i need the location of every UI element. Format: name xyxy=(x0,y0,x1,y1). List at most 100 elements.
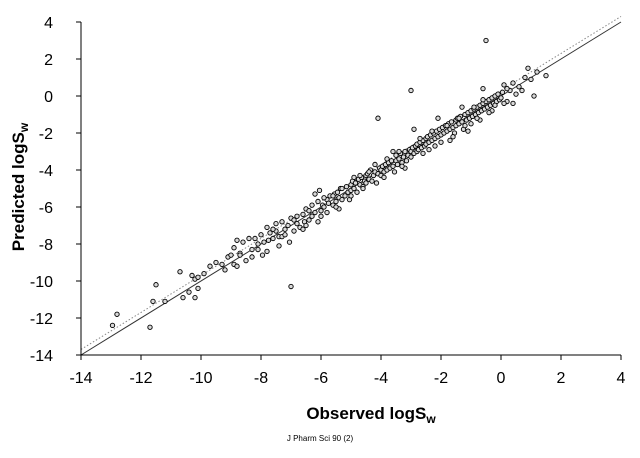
data-point xyxy=(531,93,537,99)
data-point xyxy=(510,80,516,86)
data-point xyxy=(240,239,246,245)
data-point xyxy=(249,254,255,260)
data-point xyxy=(246,235,252,242)
data-point xyxy=(396,148,402,155)
y-tick-label: -14 xyxy=(30,348,53,365)
data-point xyxy=(300,226,306,232)
data-point xyxy=(150,298,156,304)
data-point xyxy=(270,235,276,242)
data-point xyxy=(213,259,219,266)
data-point xyxy=(501,100,507,107)
data-point xyxy=(504,85,510,92)
data-point xyxy=(528,76,534,83)
x-tick-label: -10 xyxy=(189,370,212,387)
y-tick-label: -10 xyxy=(30,274,53,291)
x-tick-label: -2 xyxy=(434,370,448,387)
data-point xyxy=(352,180,359,186)
data-point xyxy=(465,128,471,134)
data-point xyxy=(354,189,360,195)
data-point xyxy=(403,158,410,164)
data-point xyxy=(273,220,279,227)
data-point xyxy=(309,202,315,208)
data-point xyxy=(195,285,201,292)
data-point xyxy=(207,263,213,269)
data-point xyxy=(264,248,270,255)
data-point xyxy=(195,274,201,280)
data-point xyxy=(499,89,506,95)
data-point xyxy=(334,189,341,195)
data-point xyxy=(189,272,195,279)
data-point xyxy=(402,148,408,155)
x-tick-label: -6 xyxy=(314,370,328,387)
data-point xyxy=(462,122,468,129)
data-point xyxy=(363,180,369,186)
data-point xyxy=(321,195,327,201)
data-point xyxy=(255,246,261,253)
data-point xyxy=(252,235,258,242)
data-point xyxy=(325,200,332,206)
data-point xyxy=(237,252,243,258)
data-point xyxy=(333,198,339,205)
fit-line-dotted xyxy=(80,16,622,350)
data-point xyxy=(357,172,363,179)
data-point xyxy=(300,211,306,218)
data-point xyxy=(391,169,398,175)
data-point xyxy=(525,65,531,71)
data-point xyxy=(372,161,378,168)
data-point xyxy=(291,228,297,234)
data-point xyxy=(265,237,272,243)
y-tick-label: 4 xyxy=(44,15,53,32)
data-point xyxy=(282,226,288,232)
data-point xyxy=(456,115,462,121)
data-point xyxy=(388,158,395,164)
data-point xyxy=(201,270,207,277)
data-points xyxy=(109,37,549,330)
data-point xyxy=(381,174,387,181)
data-point xyxy=(447,137,453,144)
data-point xyxy=(366,169,372,175)
data-point xyxy=(373,180,380,186)
data-point xyxy=(321,204,327,210)
data-point xyxy=(109,322,116,329)
data-point xyxy=(312,209,318,216)
data-point xyxy=(309,213,315,219)
data-point xyxy=(390,163,396,169)
data-point xyxy=(468,121,474,127)
data-point xyxy=(351,185,357,192)
data-point xyxy=(492,102,498,108)
data-point xyxy=(480,97,486,103)
data-point xyxy=(399,163,405,169)
y-axis-title: Predicted logSw xyxy=(9,122,31,251)
data-point xyxy=(384,156,390,162)
data-point xyxy=(394,161,401,168)
data-point xyxy=(501,82,507,88)
data-point xyxy=(285,222,291,229)
data-point xyxy=(417,135,423,142)
data-point xyxy=(486,110,492,116)
data-point xyxy=(324,209,330,216)
data-point xyxy=(177,269,183,275)
data-point xyxy=(153,282,159,288)
data-point xyxy=(498,95,504,101)
data-point xyxy=(495,91,501,97)
data-point xyxy=(279,219,285,225)
data-point xyxy=(438,139,444,145)
data-point xyxy=(312,191,318,197)
data-point xyxy=(408,154,414,160)
data-point xyxy=(316,187,323,194)
data-point xyxy=(315,219,321,225)
data-point xyxy=(261,239,267,245)
y-tick-label: -8 xyxy=(39,237,53,254)
axes xyxy=(76,21,622,360)
x-tick-label: -14 xyxy=(69,370,92,387)
data-point xyxy=(435,115,441,121)
data-point xyxy=(483,37,489,44)
data-point xyxy=(114,311,120,317)
data-point xyxy=(294,213,300,219)
data-point xyxy=(343,183,350,190)
data-point xyxy=(339,196,345,203)
data-point xyxy=(543,73,549,79)
data-point xyxy=(426,146,432,153)
data-point xyxy=(270,226,276,232)
